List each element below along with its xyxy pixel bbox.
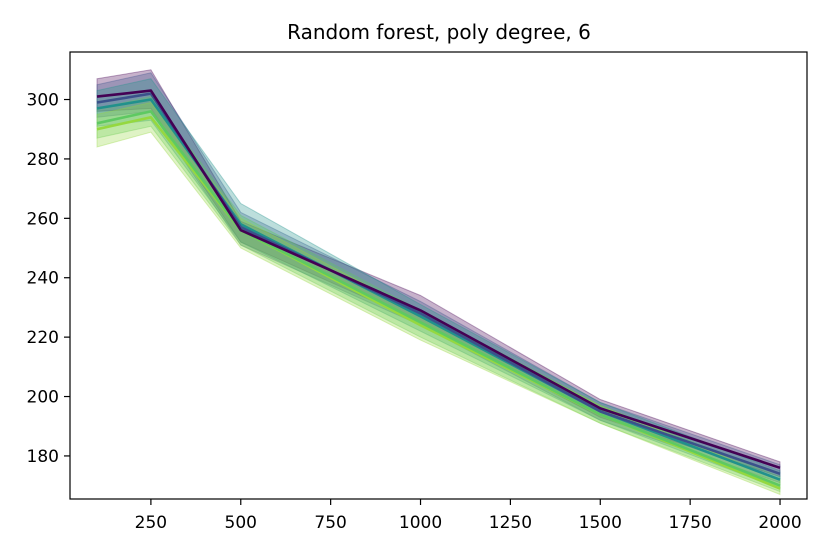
confidence-bands <box>96 69 781 496</box>
x-tick-label: 1250 <box>489 513 532 533</box>
x-tick-label: 2000 <box>758 513 801 533</box>
x-tick-label: 1750 <box>669 513 712 533</box>
y-tick-label: 180 <box>27 447 59 467</box>
x-tick-label: 250 <box>135 513 167 533</box>
plot-frame <box>69 51 808 500</box>
y-tick-label: 260 <box>27 209 59 229</box>
series-1-line <box>96 89 781 470</box>
series-5-band <box>96 101 781 496</box>
x-tick-label: 750 <box>314 513 346 533</box>
x-axis: 250 500 750 1000 1250 1500 1750 2000 <box>135 499 802 533</box>
x-tick-label: 1000 <box>399 513 442 533</box>
x-tick-label: 500 <box>225 513 257 533</box>
y-axis: 180 200 220 240 260 280 300 <box>27 91 70 467</box>
chart-title: Random forest, poly degree, 6 <box>287 20 591 44</box>
y-tick-label: 240 <box>27 269 59 289</box>
series-1-band <box>96 69 781 478</box>
series-lines <box>96 89 781 490</box>
y-tick-label: 300 <box>27 91 59 111</box>
y-tick-label: 200 <box>27 388 59 408</box>
x-tick-label: 1500 <box>579 513 622 533</box>
y-tick-label: 280 <box>27 150 59 170</box>
series-2-band <box>96 72 781 484</box>
y-tick-label: 220 <box>27 328 59 348</box>
series-4-line <box>96 110 781 487</box>
